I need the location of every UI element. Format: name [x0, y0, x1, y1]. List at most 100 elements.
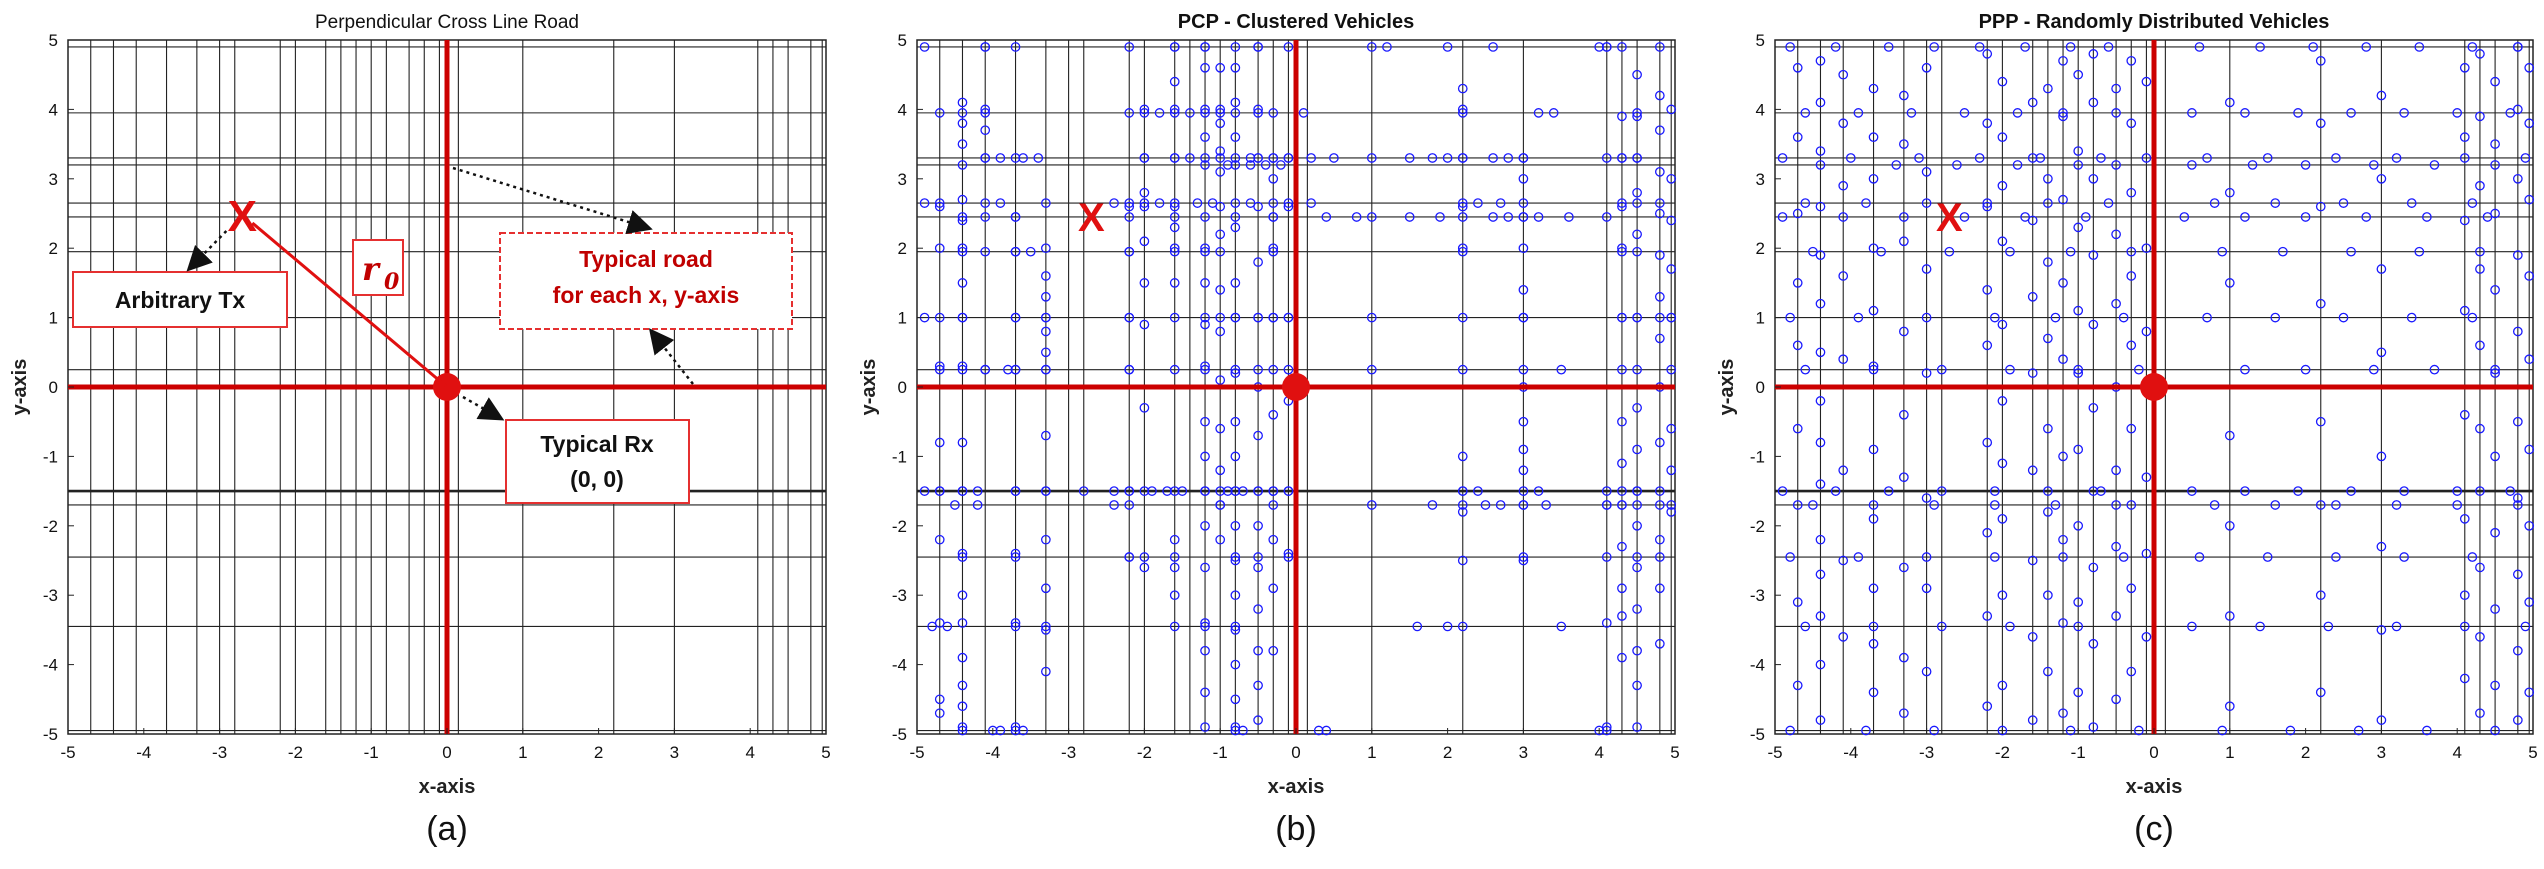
vehicle-point	[1503, 153, 1514, 163]
vehicle-point	[1952, 160, 1962, 170]
vehicle-point	[1601, 153, 1612, 163]
vehicle-point	[1351, 212, 1362, 222]
x-tick-label: -4	[136, 743, 151, 762]
vehicle-point	[1936, 486, 1947, 496]
vehicle-point	[2520, 621, 2531, 632]
vehicle-point	[1169, 198, 1180, 208]
vehicle-point	[1169, 212, 1180, 222]
vehicle-point	[1883, 486, 1894, 496]
vehicle-point	[1480, 500, 1491, 510]
vehicle-point	[1283, 486, 1294, 496]
vehicle-point	[1215, 104, 1226, 115]
vehicle-point	[1982, 198, 1993, 208]
vehicle-point	[1997, 76, 2008, 87]
vehicle-point	[1268, 534, 1279, 545]
vehicle-point	[1632, 312, 1642, 323]
vehicle-point	[1883, 42, 1894, 52]
x-tick-label: -2	[288, 743, 303, 762]
vehicle-point	[1632, 229, 1642, 240]
vehicle-point	[2524, 687, 2535, 698]
vehicle-point	[2224, 97, 2235, 108]
vehicle-point	[1041, 312, 1051, 323]
vehicle-point	[2524, 354, 2535, 365]
vehicle-point	[1200, 312, 1210, 323]
vehicle-point	[1321, 725, 1332, 736]
vehicle-point	[2141, 472, 2152, 483]
vehicle-point	[2490, 451, 2500, 462]
vehicle-point	[957, 160, 968, 170]
vehicle-point	[972, 486, 983, 496]
distance-line	[251, 221, 448, 389]
vehicle-point	[1617, 458, 1627, 469]
vehicle-point	[2512, 173, 2523, 184]
y-tick-label: 4	[898, 100, 907, 119]
vehicle-point	[1868, 500, 1879, 510]
panel-a: -5 -4 -3 -2 -1 0 1 2 3 4 5 -5 -4 -3 -2 -1 0 1 2 3 4 5 Perpendi…	[9, 12, 831, 848]
y-tick-label: -4	[892, 656, 907, 675]
vehicle-point	[1974, 153, 1985, 163]
vehicle-point	[2376, 347, 2387, 358]
vehicle-point	[957, 212, 968, 222]
vehicle-point	[1253, 257, 1263, 267]
vehicle-point	[1777, 212, 1788, 222]
vehicle-point	[2315, 687, 2326, 698]
vehicle-point	[2043, 198, 2053, 208]
y-tick-label: 5	[49, 31, 58, 50]
vehicle-point	[957, 486, 968, 496]
rx-label-box	[505, 419, 690, 504]
vehicle-point	[1868, 132, 1879, 143]
vehicle-point	[1654, 167, 1665, 177]
vehicle-point	[1868, 687, 1879, 698]
vehicle-point	[1815, 396, 1826, 406]
vehicle-point	[1442, 153, 1453, 163]
tx-arrow	[186, 230, 228, 272]
vehicle-point	[2315, 298, 2326, 309]
rx-arrow	[462, 395, 505, 421]
vehicle-point	[2103, 198, 2114, 208]
vehicle-point	[1533, 486, 1544, 496]
vehicle-point	[2027, 715, 2038, 725]
vehicle-point	[2475, 423, 2485, 434]
vehicle-point	[2027, 153, 2038, 163]
vehicle-point	[2096, 486, 2106, 496]
vehicle-point	[1666, 500, 1677, 510]
vehicle-point	[2475, 180, 2485, 191]
vehicle-point	[1124, 486, 1135, 496]
vehicle-point	[1632, 246, 1642, 257]
vehicle-point	[1200, 451, 1210, 462]
vehicle-point	[1010, 486, 1021, 496]
vehicle-point	[2065, 246, 2076, 257]
vehicle-point	[1041, 291, 1051, 302]
vehicle-point	[2300, 160, 2311, 170]
vehicle-point	[1268, 212, 1279, 222]
vehicle-point	[2058, 708, 2068, 719]
vehicle-point	[2467, 312, 2478, 323]
vehicle-point	[1268, 645, 1279, 656]
x-tick-label: -1	[364, 743, 379, 762]
vehicle-point	[1230, 364, 1241, 375]
vehicle-point	[1268, 246, 1279, 257]
vehicle-point	[2224, 701, 2235, 712]
vehicle-point	[2490, 725, 2500, 736]
vehicle-point	[1982, 527, 1993, 538]
vehicle-point	[2005, 246, 2015, 257]
y-tick-label: 1	[898, 309, 907, 328]
vehicle-point	[2058, 55, 2068, 66]
vehicle-point	[2512, 42, 2523, 52]
vehicle-point	[2043, 590, 2053, 601]
vehicle-point	[1154, 108, 1165, 118]
vehicle-point	[1041, 625, 1051, 635]
vehicle-point	[1632, 444, 1642, 455]
vehicle-point	[1010, 312, 1021, 323]
vehicle-point	[1124, 312, 1135, 323]
vehicle-point	[1601, 500, 1612, 510]
vehicle-point	[1838, 465, 1849, 476]
vehicle-point	[980, 42, 991, 52]
vehicle-point	[1253, 520, 1263, 531]
vehicle-point	[2088, 402, 2099, 413]
vehicle-point	[1815, 201, 1826, 212]
vehicle-point	[1200, 108, 1210, 118]
vehicle-point	[2512, 493, 2523, 503]
y-tick-label: 4	[49, 100, 58, 119]
vehicle-point	[1815, 611, 1826, 621]
